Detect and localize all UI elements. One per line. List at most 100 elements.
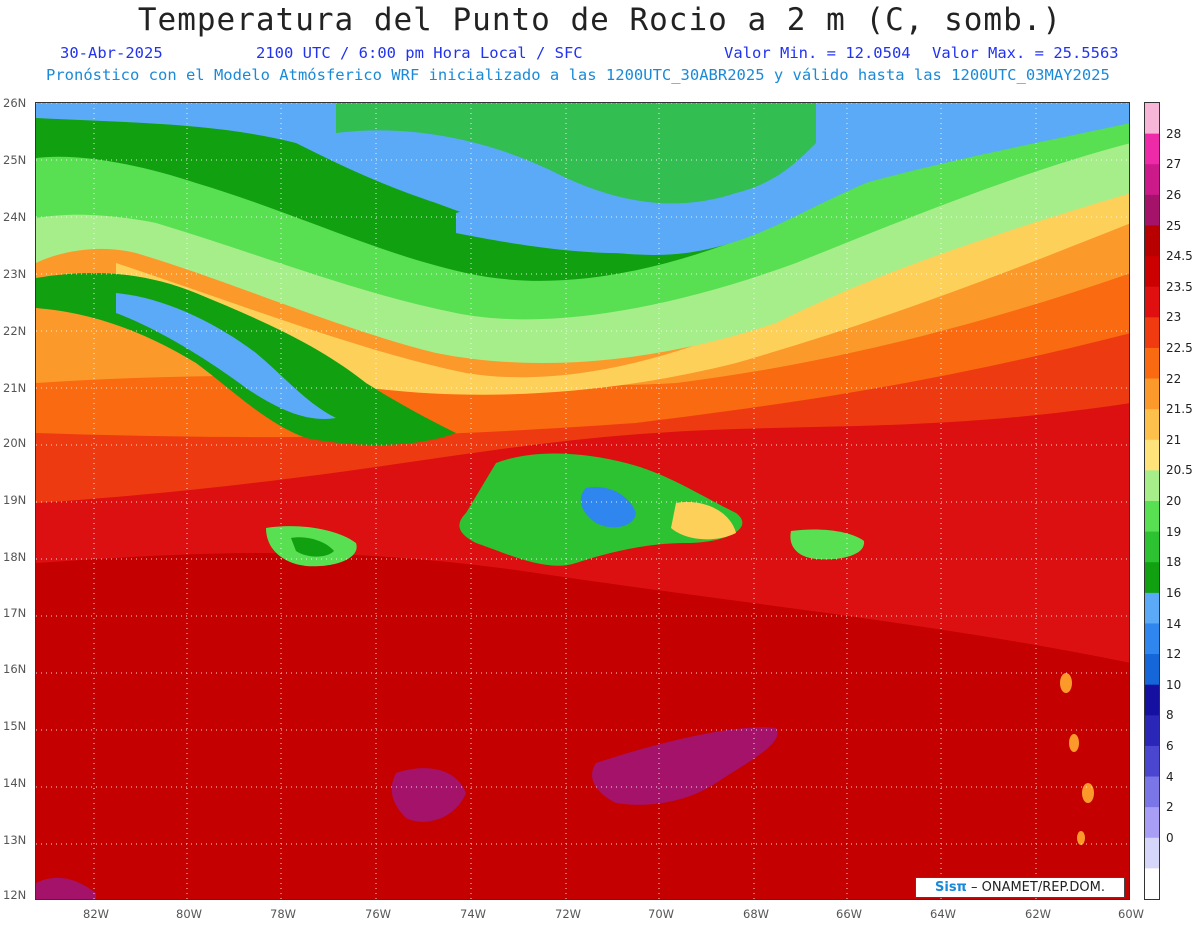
lat-label: 25N — [3, 153, 27, 167]
colorbar-segment — [1145, 194, 1159, 226]
colorbar-tick-label: 8 — [1166, 708, 1174, 723]
field-blue-pocket — [456, 200, 674, 254]
colorbar-segment — [1145, 164, 1159, 196]
colorbar-segment — [1145, 531, 1159, 563]
lon-label: 82W — [83, 907, 110, 921]
colorbar-tick-label: 25 — [1166, 218, 1182, 233]
map-title: Temperatura del Punto de Rocio a 2 m (C,… — [137, 2, 1063, 38]
colorbar-segment — [1145, 868, 1159, 900]
colorbar-tick-label: 19 — [1166, 524, 1182, 539]
lon-label: 74W — [460, 907, 487, 921]
field-magenta-1 — [391, 768, 466, 822]
lat-label: 22N — [3, 324, 27, 338]
colorbar-tick-label: 10 — [1166, 677, 1182, 692]
lat-label: 19N — [3, 493, 27, 507]
lon-label: 72W — [555, 907, 582, 921]
lat-label: 26N — [3, 96, 27, 110]
lat-label: 13N — [3, 833, 27, 847]
island-3 — [1082, 783, 1094, 803]
lon-label: 64W — [930, 907, 957, 921]
colorbar-segment — [1145, 103, 1159, 135]
lat-label: 24N — [3, 210, 27, 224]
forecast-time: 2100 UTC / 6:00 pm Hora Local / SFC — [256, 44, 583, 62]
colorbar-segment — [1145, 439, 1159, 471]
forecast-info: Pronóstico con el Modelo Atmósferico WRF… — [46, 66, 1110, 84]
lon-label: 78W — [270, 907, 297, 921]
colorbar-segment — [1145, 378, 1159, 410]
colorbar-tick-label: 27 — [1166, 157, 1182, 172]
colorbar-segment — [1145, 256, 1159, 288]
lat-label: 18N — [3, 550, 27, 564]
cuba-blue — [116, 293, 336, 419]
map-grid — [36, 103, 1129, 899]
credit-text: – ONAMET/REP.DOM. — [966, 880, 1105, 895]
dewpoint-map — [35, 102, 1130, 900]
lat-label: 23N — [3, 267, 27, 281]
field-magenta-2 — [592, 727, 778, 805]
colorbar-tick-label: 28 — [1166, 126, 1182, 141]
lon-label: 60W — [1118, 907, 1145, 921]
colorbar-tick-label: 16 — [1166, 585, 1182, 600]
credit-box: Sisπ – ONAMET/REP.DOM. — [915, 877, 1125, 898]
lon-label: 62W — [1025, 907, 1052, 921]
colorbar-tick-label: 26 — [1166, 187, 1182, 202]
lon-label: 76W — [365, 907, 392, 921]
lon-label: 66W — [836, 907, 863, 921]
colorbar-segment — [1145, 225, 1159, 257]
colorbar-tick-label: 14 — [1166, 616, 1182, 631]
colorbar-segment — [1145, 470, 1159, 502]
jamaica-core — [291, 537, 334, 557]
colorbar-segment — [1145, 347, 1159, 380]
hispaniola-blue — [580, 487, 636, 528]
colorbar-tick-label: 4 — [1166, 769, 1174, 784]
forecast-date: 30-Abr-2025 — [60, 44, 163, 62]
colorbar-segment — [1145, 837, 1159, 869]
colorbar-tick-label: 23.5 — [1166, 279, 1193, 294]
colorbar-tick-label: 21 — [1166, 432, 1182, 447]
colorbar-segment — [1145, 684, 1159, 716]
colorbar-tick-label: 24.5 — [1166, 249, 1193, 264]
colorbar-segment — [1145, 317, 1159, 349]
island-4 — [1077, 831, 1085, 845]
field-orange-red — [36, 253, 1129, 503]
lon-label: 80W — [176, 907, 203, 921]
colorbar-tick-label: 2 — [1166, 800, 1174, 815]
colorbar-segment — [1145, 501, 1159, 533]
colorbar-tick-label: 0 — [1166, 830, 1174, 845]
colorbar-segment — [1145, 623, 1159, 655]
lat-label: 12N — [3, 888, 27, 902]
puerto-rico — [790, 529, 865, 560]
lat-label: 20N — [3, 436, 27, 450]
island-1 — [1060, 673, 1072, 693]
field-magenta-3 — [36, 877, 96, 899]
colorbar-segment — [1145, 592, 1159, 624]
field-yellow — [116, 163, 1129, 395]
colorbar-segment — [1145, 776, 1159, 808]
lat-label: 21N — [3, 381, 27, 395]
colorbar-tick-label: 22 — [1166, 371, 1182, 386]
credit-brand: Sisπ — [935, 880, 967, 895]
min-value: Valor Min. = 12.0504 — [724, 44, 911, 62]
island-2 — [1069, 734, 1079, 752]
max-value: Valor Max. = 25.5563 — [932, 44, 1119, 62]
colorbar-segment — [1145, 745, 1159, 778]
lat-label: 14N — [3, 776, 27, 790]
hispaniola-yellow — [671, 502, 736, 540]
lat-label: 15N — [3, 719, 27, 733]
colorbar-tick-label: 18 — [1166, 555, 1182, 570]
colorbar-tick-label: 20 — [1166, 494, 1182, 508]
colorbar-tick-label: 23 — [1166, 310, 1182, 325]
colorbar-tick-label: 12 — [1166, 647, 1182, 662]
lat-label: 16N — [3, 662, 27, 676]
colorbar-tick-label: 21.5 — [1166, 402, 1193, 417]
lon-label: 68W — [743, 907, 770, 921]
lon-label: 70W — [648, 907, 675, 921]
colorbar-segment — [1145, 286, 1159, 318]
colorbar-tick-label: 20.5 — [1166, 463, 1193, 478]
colorbar-tick-label: 22.5 — [1166, 340, 1193, 355]
colorbar-segment — [1145, 654, 1159, 686]
colorbar-segment — [1145, 807, 1159, 839]
colorbar-segment — [1145, 715, 1159, 747]
colorbar-segment — [1145, 562, 1159, 594]
colorbar-tick-label: 6 — [1166, 738, 1174, 753]
